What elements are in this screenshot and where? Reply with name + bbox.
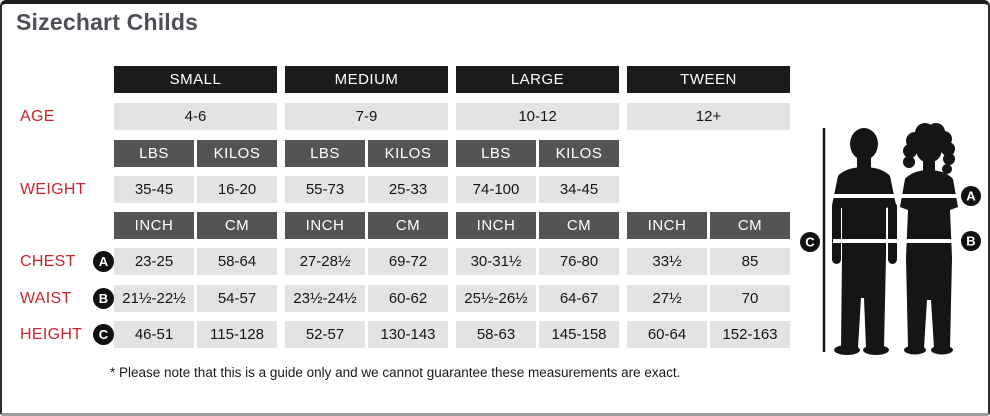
weight-units-row: LBS KILOS LBS KILOS LBS KILOS (17, 140, 619, 167)
chest-tween-inch: 33½ (627, 248, 707, 275)
height-tween-inch: 60-64 (627, 321, 707, 348)
size-header-large: LARGE (456, 66, 619, 93)
marker-a-diagram: A (961, 186, 981, 206)
chest-small-inch: 23-25 (114, 248, 194, 275)
age-tween: 12+ (627, 103, 790, 130)
weight-unit-kilos: KILOS (539, 140, 619, 167)
weight-label: WEIGHT (20, 180, 86, 198)
height-small-cm: 115-128 (197, 321, 277, 348)
unit-cm: CM (539, 212, 619, 239)
age-medium: 7-9 (285, 103, 448, 130)
weight-small-lbs: 35-45 (114, 176, 194, 203)
waist-medium-cm: 60-62 (368, 285, 448, 312)
svg-text:A: A (966, 189, 976, 204)
waist-row: WAIST B 21½-22½ 54-57 23½-24½ 60-62 25½-… (17, 285, 790, 312)
height-medium-cm: 130-143 (368, 321, 448, 348)
unit-inch: INCH (627, 212, 707, 239)
weight-row: WEIGHT 35-45 16-20 55-73 25-33 74-100 34… (17, 176, 619, 203)
waist-small-inch: 21½-22½ (114, 285, 194, 312)
unit-inch: INCH (114, 212, 194, 239)
marker-c-badge: C (93, 324, 114, 345)
weight-unit-kilos: KILOS (368, 140, 448, 167)
marker-c-diagram: C (800, 232, 820, 252)
svg-text:B: B (966, 234, 975, 249)
size-header-medium: MEDIUM (285, 66, 448, 93)
chest-label: CHEST (20, 252, 76, 270)
height-label: HEIGHT (20, 325, 83, 343)
waist-tween-cm: 70 (710, 285, 790, 312)
girl-silhouette (900, 123, 958, 355)
body-units-row: INCH CM INCH CM INCH CM INCH CM (17, 212, 790, 239)
chest-small-cm: 58-64 (197, 248, 277, 275)
weight-medium-lbs: 55-73 (285, 176, 365, 203)
age-small: 4-6 (114, 103, 277, 130)
height-large-cm: 145-158 (539, 321, 619, 348)
weight-large-lbs: 74-100 (456, 176, 536, 203)
weight-unit-lbs: LBS (456, 140, 536, 167)
label-spacer (17, 140, 114, 167)
unit-cm: CM (197, 212, 277, 239)
height-tween-cm: 152-163 (710, 321, 790, 348)
weight-large-kilos: 34-45 (539, 176, 619, 203)
waist-label: WAIST (20, 289, 72, 307)
waist-small-cm: 54-57 (197, 285, 277, 312)
weight-unit-kilos: KILOS (197, 140, 277, 167)
height-row: HEIGHT C 46-51 115-128 52-57 130-143 58-… (17, 321, 790, 348)
chest-measure-line (833, 194, 958, 198)
chest-large-cm: 76-80 (539, 248, 619, 275)
height-large-inch: 58-63 (456, 321, 536, 348)
footnote: * Please note that this is a guide only … (110, 365, 681, 380)
svg-text:C: C (805, 235, 815, 250)
weight-small-kilos: 16-20 (197, 176, 277, 203)
chest-medium-cm: 69-72 (368, 248, 448, 275)
label-spacer (17, 66, 114, 93)
age-large: 10-12 (456, 103, 619, 130)
chest-medium-inch: 27-28½ (285, 248, 365, 275)
unit-cm: CM (368, 212, 448, 239)
age-label: AGE (20, 107, 55, 125)
chest-tween-cm: 85 (710, 248, 790, 275)
height-medium-inch: 52-57 (285, 321, 365, 348)
marker-a-badge: A (93, 251, 114, 272)
age-row: AGE 4-6 7-9 10-12 12+ (17, 103, 790, 130)
weight-unit-lbs: LBS (285, 140, 365, 167)
unit-inch: INCH (456, 212, 536, 239)
chest-row: CHEST A 23-25 58-64 27-28½ 69-72 30-31½ … (17, 248, 790, 275)
marker-b-badge: B (93, 288, 114, 309)
size-header-row: SMALL MEDIUM LARGE TWEEN (17, 66, 790, 93)
height-small-inch: 46-51 (114, 321, 194, 348)
size-header-small: SMALL (114, 66, 277, 93)
waist-medium-inch: 23½-24½ (285, 285, 365, 312)
unit-inch: INCH (285, 212, 365, 239)
chest-large-inch: 30-31½ (456, 248, 536, 275)
children-silhouette-diagram: A B C (800, 123, 981, 355)
size-header-tween: TWEEN (627, 66, 790, 93)
waist-tween-inch: 27½ (627, 285, 707, 312)
waist-measure-line (833, 239, 958, 243)
label-spacer (17, 212, 114, 239)
page-title: Sizechart Childs (16, 9, 199, 35)
weight-unit-lbs: LBS (114, 140, 194, 167)
boy-silhouette (832, 128, 897, 355)
unit-cm: CM (710, 212, 790, 239)
waist-large-inch: 25½-26½ (456, 285, 536, 312)
waist-large-cm: 64-67 (539, 285, 619, 312)
weight-medium-kilos: 25-33 (368, 176, 448, 203)
marker-b-diagram: B (961, 231, 981, 251)
